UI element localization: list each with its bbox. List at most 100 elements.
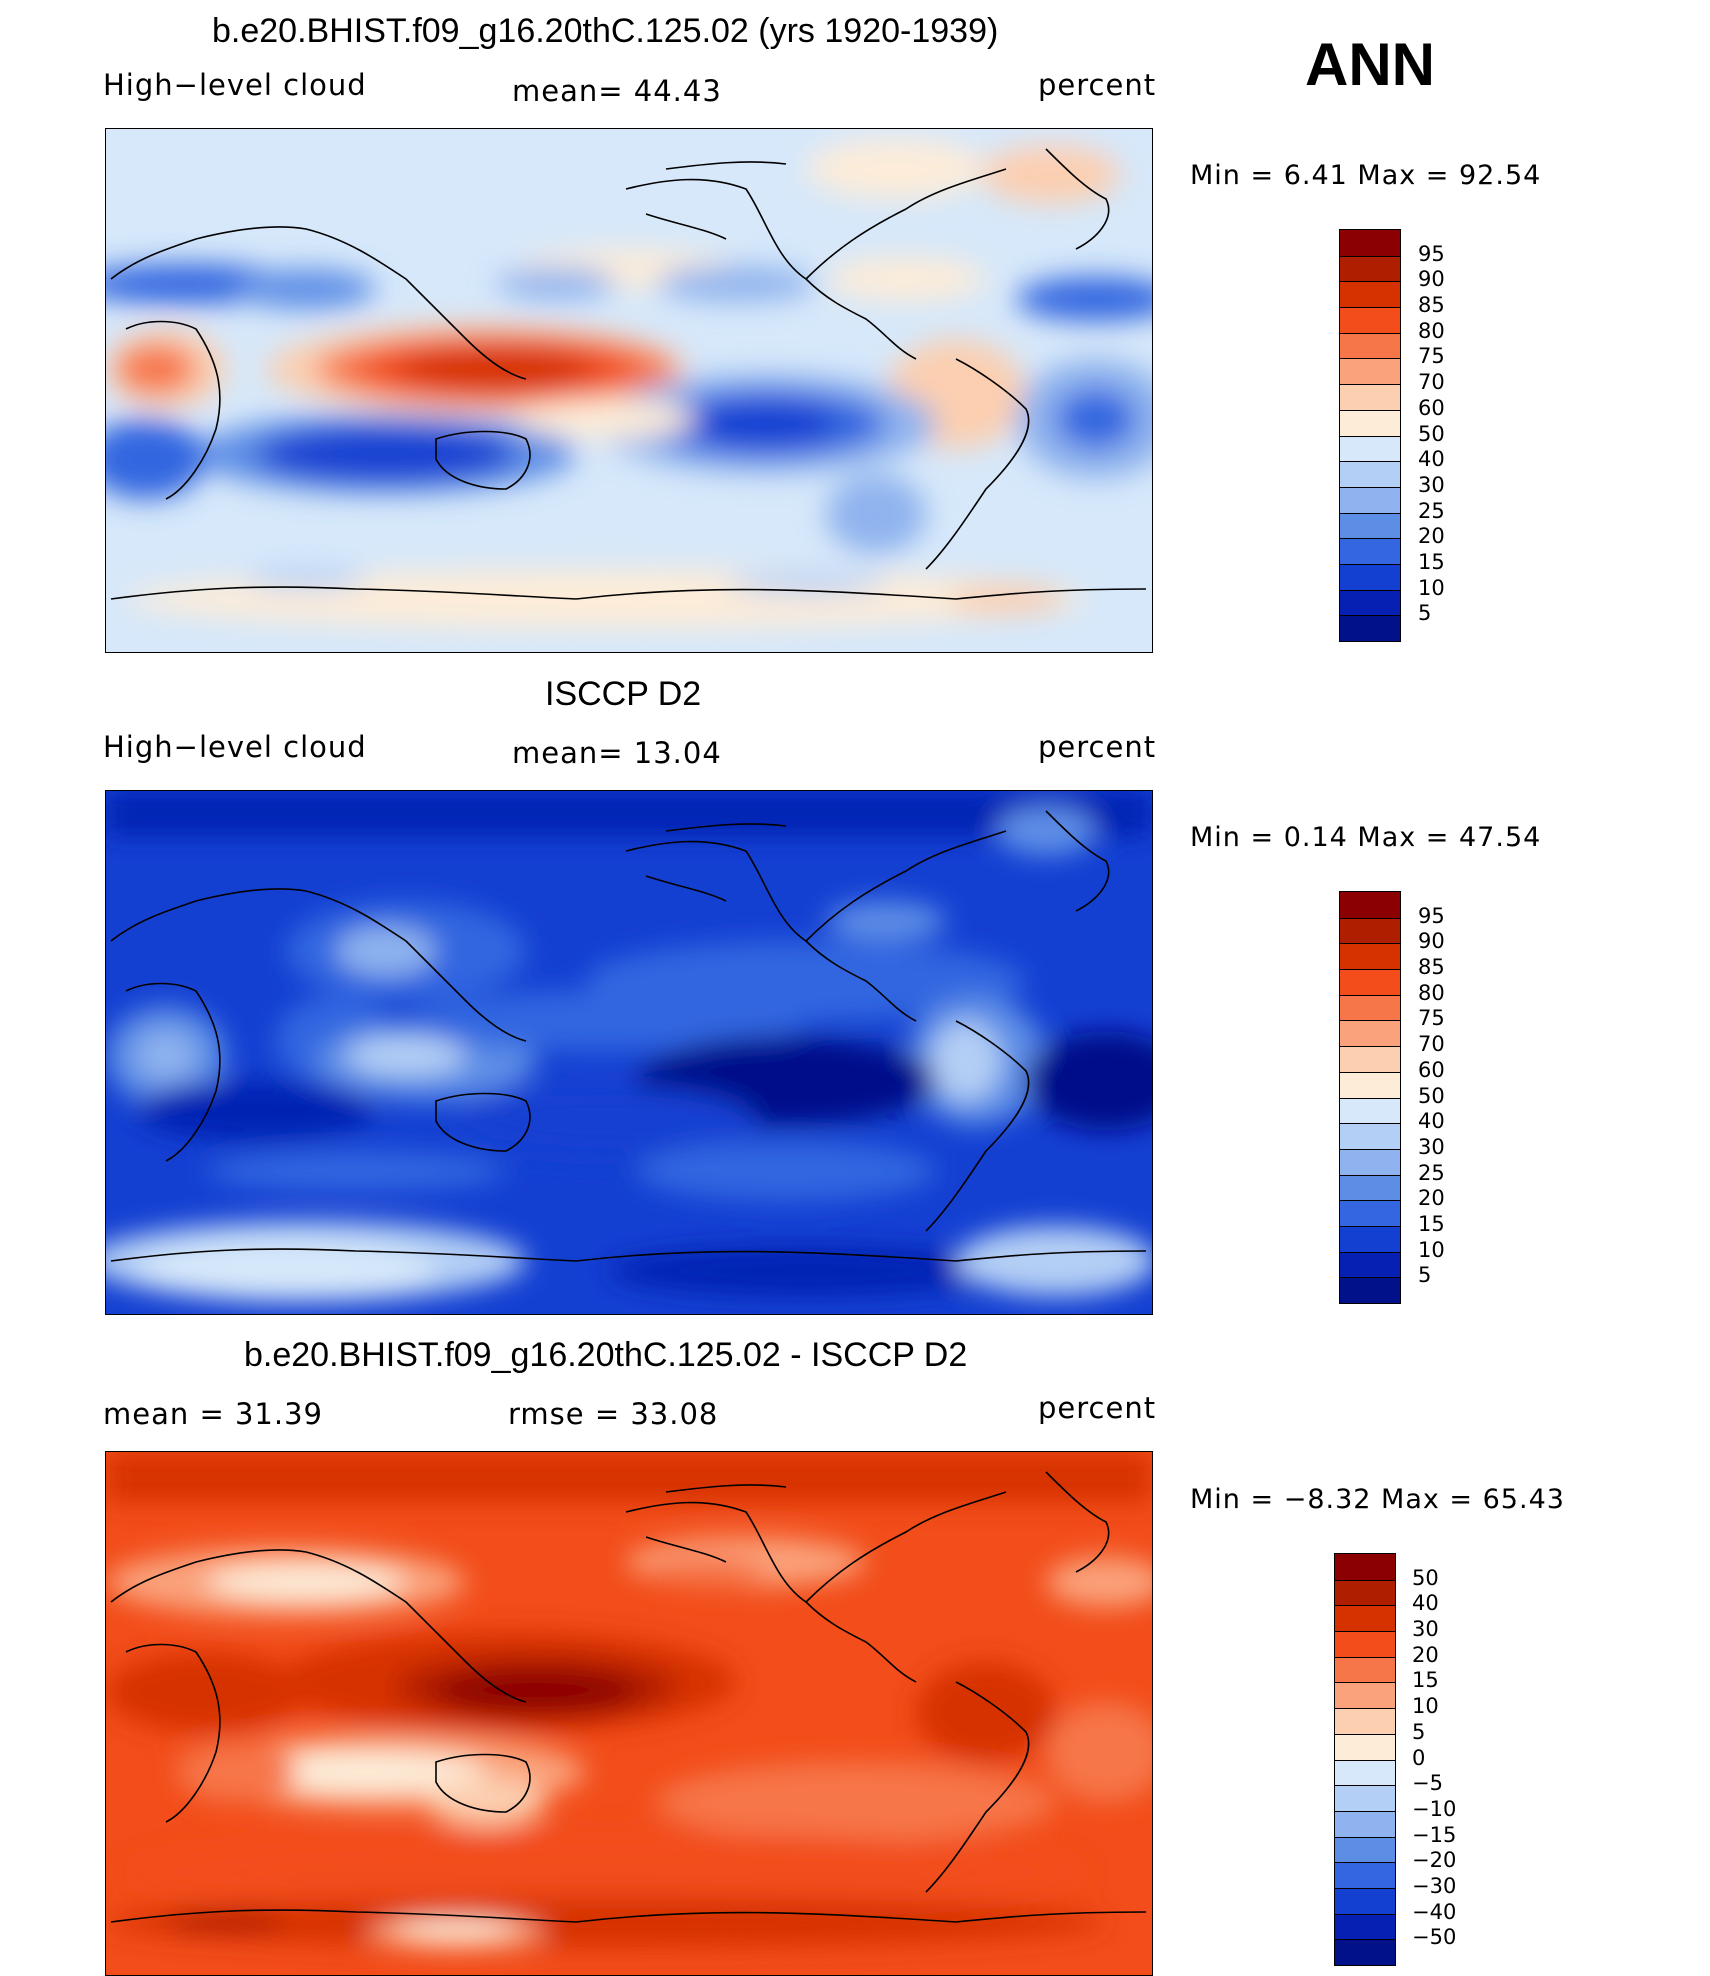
panel-3-rmse-label: rmse = 33.08 (508, 1397, 719, 1431)
colorbar-tick-label: 5 (1418, 1263, 1432, 1288)
colorbar-swatch (1340, 307, 1400, 333)
colorbar-tick-label: 15 (1418, 549, 1445, 574)
colorbar-tick-label: 80 (1418, 980, 1445, 1005)
colorbar-tick-label: 40 (1418, 1109, 1445, 1134)
colorbar-tick-label: 85 (1418, 955, 1445, 980)
colorbar-swatch (1335, 1887, 1395, 1914)
colorbar-tick-label: 20 (1418, 524, 1445, 549)
colorbar-swatch (1340, 461, 1400, 487)
colorbar-tick-label: 80 (1418, 318, 1445, 343)
colorbar-swatch (1340, 512, 1400, 539)
colorbar-swatch (1340, 1046, 1400, 1072)
colorbar-swatch (1340, 943, 1400, 970)
colorbar-tick-label: 30 (1418, 472, 1445, 497)
panel-3-minmax: Min = −8.32 Max = 65.43 (1190, 1484, 1565, 1515)
colorbar-swatch (1340, 281, 1400, 308)
colorbar-swatch (1340, 384, 1400, 410)
colorbar-swatch (1340, 1200, 1400, 1226)
colorbar-swatch (1340, 892, 1400, 918)
colorbar-swatch (1335, 1759, 1395, 1786)
colorbar-swatch (1340, 615, 1400, 641)
colorbar-tick-label: 0 (1412, 1745, 1426, 1770)
colorbar-swatch (1340, 332, 1400, 359)
colorbar-tick-label: 50 (1418, 1083, 1445, 1108)
colorbar-swatch (1340, 230, 1400, 256)
panel-1-map (105, 128, 1153, 653)
colorbar-tick-label: 10 (1418, 575, 1445, 600)
colorbar-swatch (1335, 1682, 1395, 1709)
colorbar-tick-label: 20 (1412, 1642, 1439, 1667)
colorbar-swatch (1340, 255, 1400, 282)
colorbar-swatch (1335, 1708, 1395, 1734)
panel-3-units-label: percent (1038, 1391, 1157, 1425)
colorbar-tick-label: −5 (1412, 1771, 1443, 1796)
colorbar-tick-label: −10 (1412, 1796, 1457, 1821)
colorbar-tick-label: 5 (1418, 601, 1432, 626)
colorbar-tick-label: 15 (1418, 1211, 1445, 1236)
colorbar-swatch (1335, 1785, 1395, 1811)
panel-3-colorbar-labels: 50 40 30 20 15 10 5 0 −5 −10 −15 −20 −30 −40 −50 (1412, 1553, 1482, 1964)
panel-3-map (105, 1451, 1153, 1976)
colorbar-tick-label: 40 (1418, 447, 1445, 472)
colorbar-tick-label: 50 (1412, 1565, 1439, 1590)
season-label: ANN (1305, 31, 1435, 98)
panel-1-mean-label: mean= 44.43 (512, 74, 722, 108)
colorbar-tick-label: 70 (1418, 370, 1445, 395)
colorbar-swatch (1335, 1554, 1395, 1580)
colorbar-swatch (1340, 1097, 1400, 1124)
colorbar-tick-label: 50 (1418, 421, 1445, 446)
colorbar-swatch (1340, 1277, 1400, 1303)
colorbar-swatch (1335, 1733, 1395, 1760)
panel-2-mean-label: mean= 13.04 (512, 736, 722, 770)
panel-1-minmax: Min = 6.41 Max = 92.54 (1190, 160, 1542, 191)
colorbar-swatch (1340, 563, 1400, 590)
colorbar-tick-label: 25 (1418, 1160, 1445, 1185)
colorbar-tick-label: 95 (1418, 241, 1445, 266)
panel-2-colorbar-labels: 95 90 85 80 75 70 60 50 40 30 25 20 15 10 5 (1418, 891, 1478, 1302)
colorbar-swatch (1340, 538, 1400, 564)
colorbar-tick-label: 10 (1418, 1237, 1445, 1262)
colorbar-swatch (1340, 435, 1400, 462)
colorbar-tick-label: 20 (1418, 1186, 1445, 1211)
colorbar-swatch (1340, 994, 1400, 1021)
colorbar-swatch (1340, 1225, 1400, 1252)
colorbar-swatch (1335, 1913, 1395, 1940)
colorbar-tick-label: 85 (1418, 293, 1445, 318)
colorbar-swatch (1340, 969, 1400, 995)
panel-2-colorbar (1339, 891, 1401, 1304)
colorbar-tick-label: −20 (1412, 1848, 1457, 1873)
colorbar-swatch (1335, 1836, 1395, 1863)
panel-2-variable-label: High−level cloud (103, 730, 367, 764)
colorbar-swatch (1335, 1631, 1395, 1657)
colorbar-swatch (1335, 1605, 1395, 1632)
colorbar-tick-label: 95 (1418, 903, 1445, 928)
colorbar-swatch (1340, 917, 1400, 944)
colorbar-swatch (1340, 1020, 1400, 1047)
panel-1-variable-label: High−level cloud (103, 68, 367, 102)
colorbar-swatch (1340, 409, 1400, 436)
colorbar-tick-label: 30 (1418, 1134, 1445, 1159)
colorbar-tick-label: 60 (1418, 395, 1445, 420)
panel-1-colorbar (1339, 229, 1401, 642)
panel-1-units-label: percent (1038, 68, 1157, 102)
panel-3-title: b.e20.BHIST.f09_g16.20thC.125.02 - ISCCP… (244, 1336, 968, 1374)
colorbar-tick-label: 90 (1418, 267, 1445, 292)
colorbar-tick-label: 15 (1412, 1668, 1439, 1693)
colorbar-tick-label: 5 (1412, 1719, 1426, 1744)
colorbar-swatch (1335, 1656, 1395, 1683)
colorbar-swatch (1340, 358, 1400, 385)
panel-3-colorbar (1334, 1553, 1396, 1966)
colorbar-swatch (1335, 1939, 1395, 1965)
colorbar-swatch (1340, 1251, 1400, 1278)
colorbar-tick-label: 60 (1418, 1057, 1445, 1082)
colorbar-tick-label: 30 (1412, 1617, 1439, 1642)
colorbar-tick-label: 10 (1412, 1694, 1439, 1719)
colorbar-tick-label: −30 (1412, 1873, 1457, 1898)
colorbar-tick-label: −40 (1412, 1899, 1457, 1924)
colorbar-tick-label: 90 (1418, 929, 1445, 954)
colorbar-tick-label: 40 (1412, 1591, 1439, 1616)
panel-1-colorbar-labels: 95 90 85 80 75 70 60 50 40 30 25 20 15 10 5 (1418, 229, 1478, 640)
colorbar-tick-label: 75 (1418, 1006, 1445, 1031)
panel-2-map (105, 790, 1153, 1315)
colorbar-swatch (1340, 1071, 1400, 1098)
